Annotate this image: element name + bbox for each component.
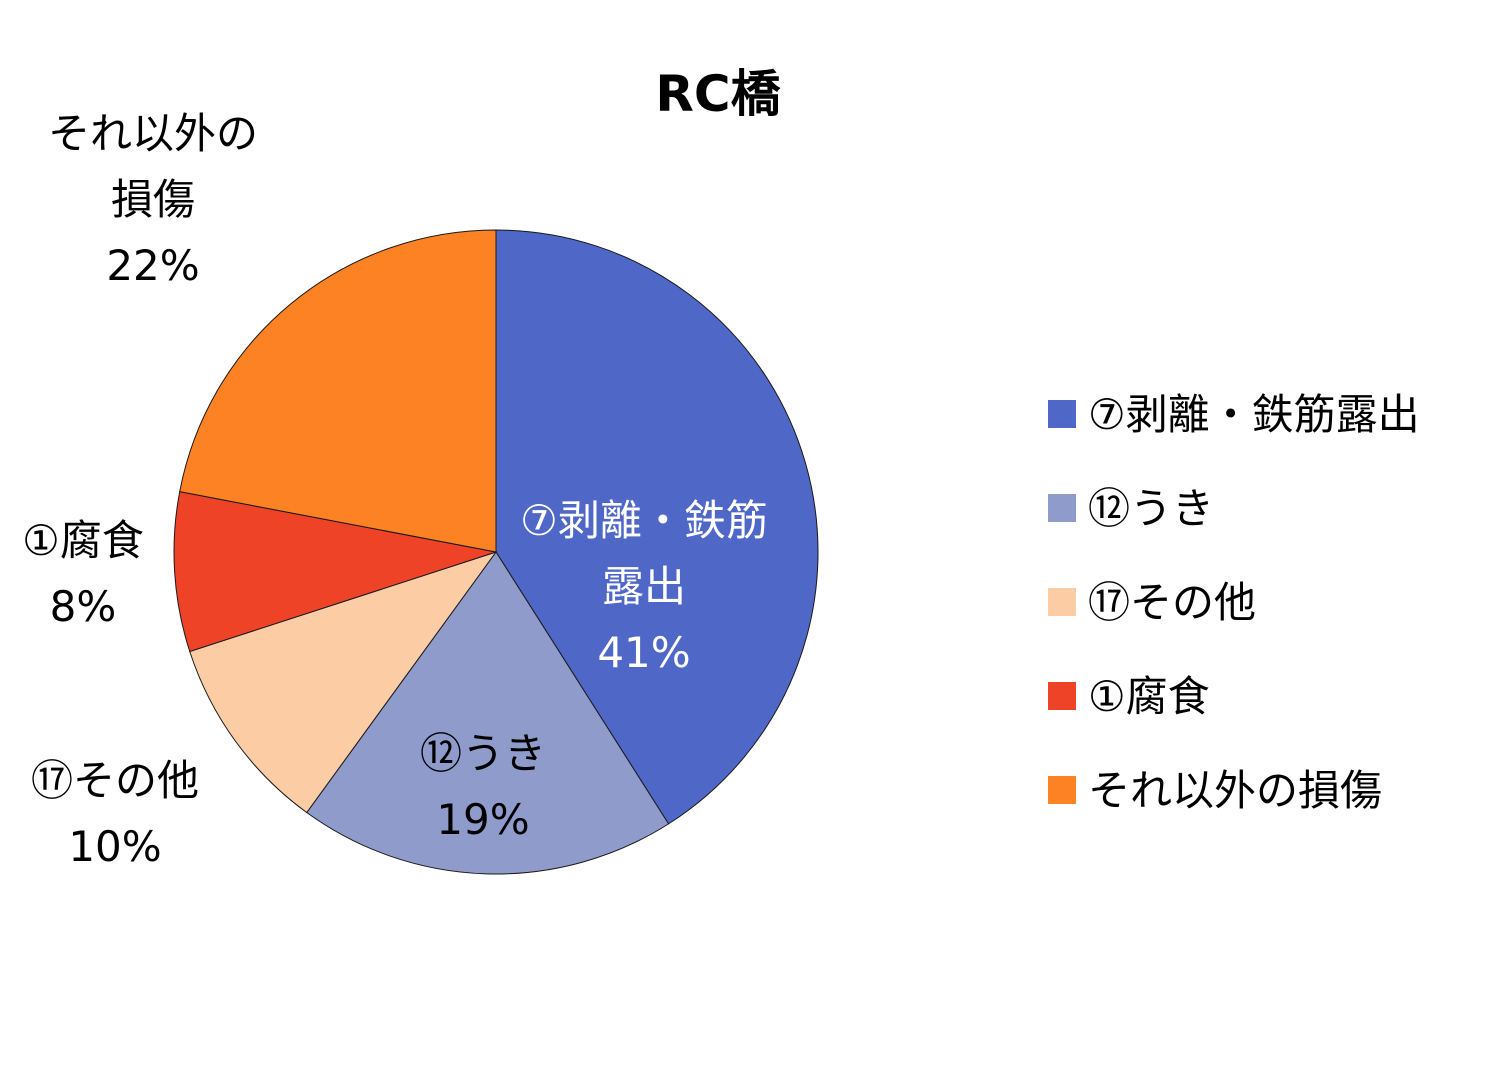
slice-value-label: 41% [597, 628, 690, 677]
legend-label: ⑫うき [1088, 484, 1214, 533]
slice-label-other: ⑰その他 10% [31, 756, 199, 871]
legend-swatch [1048, 400, 1076, 428]
slice-category-label: 露出 [602, 562, 686, 611]
slice-category-label: 損傷 [111, 175, 195, 224]
slice-category-label: ⑰その他 [31, 756, 199, 805]
pie-slices [173, 229, 819, 875]
slice-value-label: 22% [106, 241, 199, 290]
legend-label: ⑦剥離・鉄筋露出 [1088, 390, 1420, 439]
slice-category-label: それ以外の [48, 109, 258, 158]
slice-label-other-damage: それ以外の損傷 22% [48, 109, 258, 290]
slice-category-label: ⑦剥離・鉄筋 [520, 496, 768, 545]
slice-label-floating: ⑫うき 19% [420, 729, 546, 844]
legend-swatch [1048, 588, 1076, 616]
pie-slice-other-damage [179, 229, 497, 553]
slice-value-label: 8% [50, 582, 117, 631]
slice-category-label: ①腐食 [22, 516, 144, 565]
pie-slice-corrosion [173, 491, 497, 653]
legend-swatch [1048, 776, 1076, 804]
slice-value-label: 19% [436, 795, 529, 844]
slice-labels: ⑦剥離・鉄筋露出 41% ⑫うき 19% ⑰その他 10% ①腐食 8% それ以外の損傷 22% [22, 109, 768, 871]
pie-slice-peeling-rebar [495, 229, 819, 825]
legend-label: ①腐食 [1088, 672, 1210, 721]
slice-value-label: 10% [68, 822, 161, 871]
legend-swatch [1048, 494, 1076, 522]
slice-label-peeling-rebar: ⑦剥離・鉄筋露出 41% [520, 496, 768, 677]
legend-swatch [1048, 682, 1076, 710]
pie-slice-other [189, 551, 498, 814]
slice-label-corrosion: ①腐食 8% [22, 516, 144, 631]
legend-label: それ以外の損傷 [1088, 766, 1382, 815]
legend-item-other: ⑰その他 [1048, 578, 1256, 627]
legend-item-corrosion: ①腐食 [1048, 672, 1210, 721]
legend-item-peeling-rebar: ⑦剥離・鉄筋露出 [1048, 390, 1420, 439]
legend-item-floating: ⑫うき [1048, 484, 1214, 533]
pie-slice-floating [306, 551, 670, 875]
legend-item-other-damage: それ以外の損傷 [1048, 766, 1382, 815]
legend-label: ⑰その他 [1088, 578, 1256, 627]
chart-title: RC橋 [655, 65, 780, 123]
slice-category-label: ⑫うき [420, 729, 546, 778]
